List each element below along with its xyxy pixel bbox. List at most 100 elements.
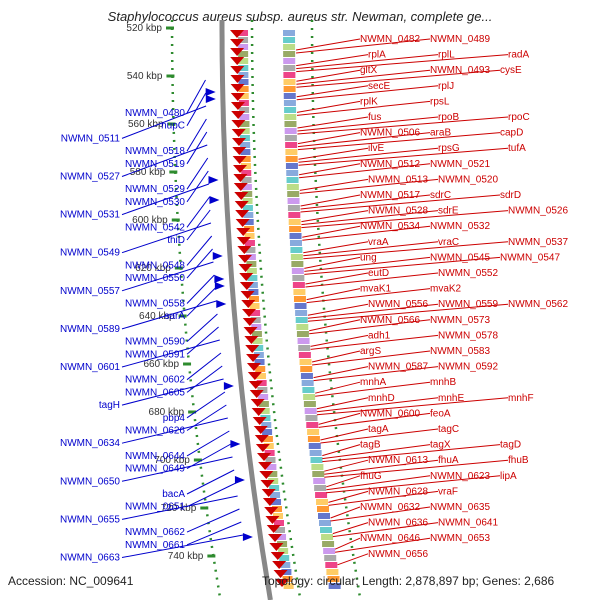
feature-band-segment — [306, 422, 319, 428]
kbp-tick-label: 540 kbp — [127, 71, 163, 82]
forward-gene-label: tagC — [438, 424, 459, 435]
forward-gene-arrow — [230, 39, 245, 47]
genome-backbone — [219, 20, 273, 600]
reverse-label-leader — [186, 313, 218, 342]
forward-gene-label: NWMN_0537 — [508, 237, 568, 248]
forward-label-leader — [299, 178, 439, 194]
forward-gene-label: NWMN_0592 — [438, 362, 498, 373]
feature-band-segment — [261, 422, 272, 428]
forward-gene-arrow — [231, 120, 246, 128]
feature-band-segment — [286, 184, 299, 190]
forward-label-leader — [337, 553, 369, 566]
forward-label-leader — [320, 428, 369, 441]
reverse-gene-arrow — [205, 88, 216, 96]
feature-band-segment — [324, 555, 337, 561]
forward-label-leader — [313, 366, 439, 382]
feature-band-segment — [284, 107, 297, 113]
forward-gene-label: NWMN_0587 — [368, 362, 428, 373]
feature-band-segment — [247, 282, 258, 288]
forward-label-leader — [304, 256, 501, 275]
feature-band-segment — [327, 576, 340, 582]
forward-label-leader — [309, 319, 361, 332]
forward-label-leader — [335, 537, 431, 553]
forward-label-leader — [324, 459, 439, 475]
forward-gene-arrow — [248, 381, 263, 389]
forward-gene-label: NWMN_0512 — [360, 159, 420, 170]
forward-gene-arrow — [238, 264, 253, 272]
forward-label-leader — [315, 381, 431, 397]
reverse-gene-arrow — [212, 252, 223, 260]
forward-label-leader — [300, 194, 501, 213]
feature-band-segment — [308, 443, 321, 449]
forward-label-leader — [296, 38, 431, 54]
reverse-gene-label: NWMN_0531 — [60, 210, 120, 221]
forward-label-leader — [315, 381, 361, 394]
feature-band-segment — [302, 387, 315, 393]
feature-band-segment — [284, 135, 297, 141]
reverse-label-leader — [186, 248, 213, 279]
forward-gene-label: lipA — [500, 471, 517, 482]
forward-gene-label: secE — [368, 81, 391, 92]
feature-band-segment — [316, 499, 329, 505]
forward-label-leader — [296, 85, 369, 98]
reverse-label-leader — [186, 287, 216, 317]
reverse-gene-label: NWMN_0518 — [125, 146, 185, 157]
reverse-label-leader — [121, 495, 238, 520]
forward-gene-label: NWMN_0545 — [430, 252, 490, 263]
forward-gene-arrow — [251, 408, 266, 416]
feature-band-segment — [256, 380, 267, 386]
reverse-label-leader — [186, 131, 208, 165]
forward-gene-arrow — [241, 300, 256, 308]
feature-band-segment — [284, 128, 297, 134]
forward-gene-arrow — [247, 372, 262, 380]
feature-band-segment — [310, 457, 323, 463]
forward-label-leader — [296, 100, 361, 113]
feature-band-segment — [243, 212, 254, 218]
feature-band-segment — [293, 289, 306, 295]
forward-gene-arrow — [232, 156, 247, 164]
forward-gene-label: mnhE — [438, 393, 464, 404]
forward-label-leader — [299, 163, 431, 179]
forward-label-leader — [296, 69, 501, 88]
forward-label-leader — [305, 272, 439, 288]
forward-gene-label: tagA — [368, 424, 389, 435]
forward-gene-arrow — [274, 579, 289, 587]
forward-gene-label: rplA — [368, 50, 386, 61]
forward-label-leader — [304, 256, 361, 269]
reverse-gene-label: NWMN_0527 — [60, 172, 120, 183]
feature-band-segment — [276, 534, 287, 540]
feature-band-segment — [287, 205, 300, 211]
forward-gene-label: vraC — [438, 237, 459, 248]
reverse-label-leader — [121, 261, 214, 292]
reverse-label-leader — [186, 196, 210, 228]
feature-band-segment — [287, 191, 300, 197]
reverse-gene-label: NWMN_0549 — [60, 248, 120, 259]
reverse-gene-label: NWMN_0662 — [125, 527, 185, 538]
forward-label-leader — [296, 54, 369, 67]
kbp-tick-label: 680 kbp — [149, 407, 185, 418]
forward-gene-label: sdrE — [438, 206, 459, 217]
forward-label-leader — [332, 522, 369, 535]
feature-band-segment — [290, 254, 303, 260]
forward-label-leader — [328, 490, 439, 506]
forward-gene-arrow — [262, 498, 277, 506]
forward-gene-arrow — [266, 525, 281, 533]
kbp-tick-label: 640 kbp — [139, 311, 175, 322]
forward-label-leader — [306, 288, 431, 304]
forward-gene-label: NWMN_0646 — [360, 533, 420, 544]
reverse-gene-arrow — [223, 382, 234, 390]
reverse-label-leader — [186, 508, 240, 533]
reverse-gene-label: nupC — [161, 121, 185, 132]
forward-gene-label: rpsL — [430, 96, 450, 107]
feature-band-segment — [309, 450, 322, 456]
feature-band-segment — [239, 128, 250, 134]
feature-band-segment — [272, 506, 283, 512]
forward-gene-arrow — [258, 462, 273, 470]
reverse-gene-label: thiD — [167, 235, 185, 246]
forward-gene-arrow — [239, 282, 254, 290]
feature-band-segment — [286, 177, 299, 183]
feature-band-segment — [320, 527, 333, 533]
feature-band-segment — [317, 506, 330, 512]
reverse-label-leader — [186, 235, 213, 266]
feature-band-segment — [307, 436, 320, 442]
